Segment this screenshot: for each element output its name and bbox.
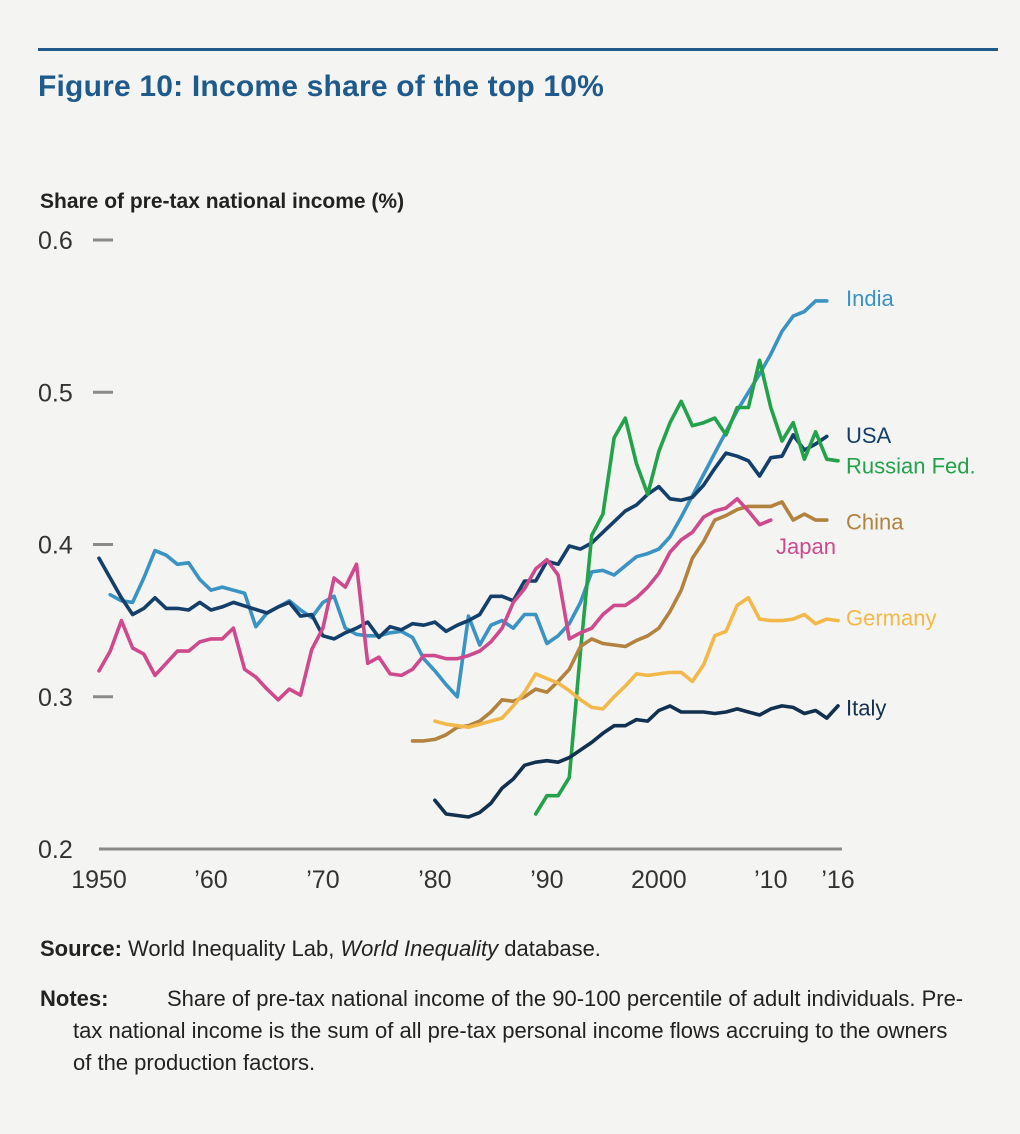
x-tick-label: ’16 bbox=[821, 866, 854, 894]
figure-title: Figure 10: Income share of the top 10% bbox=[38, 70, 605, 103]
series-label: Italy bbox=[846, 695, 886, 720]
notes-label: Notes: bbox=[40, 986, 109, 1011]
top-rule bbox=[38, 48, 998, 51]
series-label: Russian Fed. bbox=[846, 453, 976, 478]
y-tick-label: 0.3 bbox=[38, 684, 73, 712]
series-labels: India USA Russian Fed. China Japan Germany Ita… bbox=[776, 286, 976, 721]
source-label: Source: bbox=[40, 936, 122, 961]
x-tick-label: ’10 bbox=[754, 866, 787, 894]
series-line-india bbox=[108, 299, 829, 699]
x-tick-label: 2000 bbox=[631, 866, 687, 894]
x-tick-label: ’70 bbox=[306, 866, 339, 894]
y-axis-title: Share of pre-tax national income (%) bbox=[40, 190, 405, 213]
series-line-russian-fed bbox=[533, 358, 840, 816]
x-tick-label: ’60 bbox=[194, 866, 227, 894]
series-line-usa bbox=[97, 433, 829, 641]
series-line-italy bbox=[433, 704, 840, 819]
series-label: China bbox=[846, 510, 904, 535]
x-tick-label: 1950 bbox=[71, 866, 127, 894]
series-label: India bbox=[846, 286, 894, 311]
y-tick-label: 0.6 bbox=[38, 227, 73, 255]
series-line-germany bbox=[433, 596, 840, 729]
series-line-japan bbox=[97, 497, 773, 702]
series-label: USA bbox=[846, 423, 892, 448]
line-chart: 0.2 0.3 0.4 0.5 0.6 1950 ’60 ’70 ’80 ’90 2000 ’10 ’1… bbox=[38, 227, 976, 894]
source-text-before: World Inequality Lab, bbox=[121, 936, 341, 961]
source-italic: World Inequality bbox=[340, 936, 499, 961]
y-tick-label: 0.5 bbox=[38, 379, 73, 407]
series-label: Japan bbox=[776, 534, 836, 559]
y-tick-label: 0.2 bbox=[38, 836, 73, 864]
notes-text: Share of pre-tax national income of the … bbox=[73, 986, 964, 1075]
y-tick-label: 0.4 bbox=[38, 532, 73, 560]
series-line-china bbox=[410, 500, 829, 743]
x-tick-label: ’90 bbox=[530, 866, 563, 894]
notes: Notes: Share of pre-tax national income o… bbox=[40, 983, 970, 1079]
source-text-after: database. bbox=[498, 936, 601, 961]
source-note: Source: World Inequality Lab, World Ineq… bbox=[40, 936, 601, 962]
series-label: Germany bbox=[846, 606, 936, 631]
series-lines bbox=[97, 299, 840, 819]
axes: 0.2 0.3 0.4 0.5 0.6 1950 ’60 ’70 ’80 ’90 2000 ’10 ’1… bbox=[38, 227, 855, 894]
x-tick-label: ’80 bbox=[418, 866, 451, 894]
